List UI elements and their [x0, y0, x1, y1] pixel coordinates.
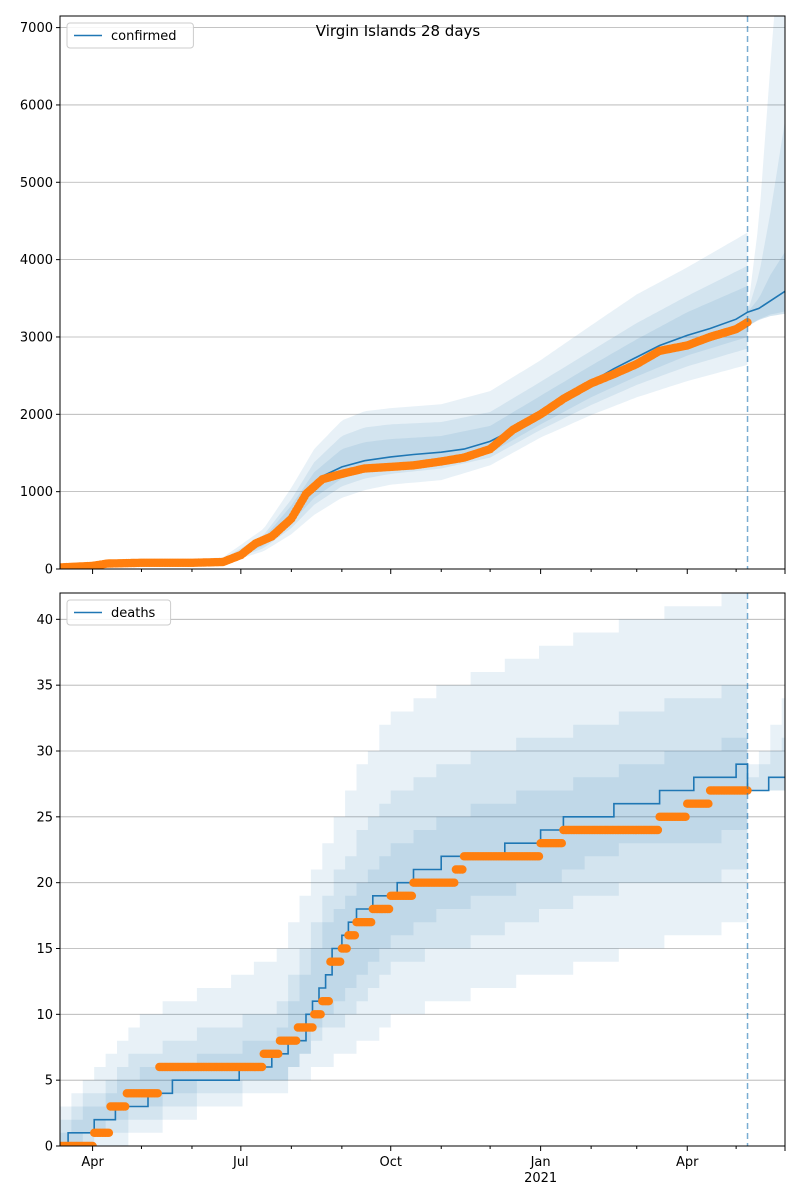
axes-frame — [59, 15, 786, 570]
observed-point — [450, 878, 459, 887]
observed-point — [88, 1141, 97, 1146]
observed-point — [324, 997, 333, 1006]
observed-point — [407, 891, 417, 900]
observed-points — [60, 786, 752, 1146]
y-tick-label: 2000 — [20, 408, 53, 423]
forecast-band — [747, 698, 785, 791]
y-tick-label: 25 — [36, 810, 53, 825]
uncertainty-band — [60, 232, 748, 569]
legend-label: confirmed — [111, 29, 177, 44]
uncertainty-band — [60, 593, 748, 1146]
plot-content — [60, 593, 785, 1146]
observed-point — [274, 1049, 283, 1059]
observed-point — [557, 839, 566, 848]
x-tick-label: Jan — [530, 1155, 551, 1170]
forecast-band — [747, 16, 785, 327]
x-tick-sublabel: 2021 — [524, 1171, 557, 1186]
uncertainty-band — [60, 737, 748, 1146]
observed-point — [367, 918, 376, 927]
observed-point — [534, 852, 544, 861]
y-tick-label: 5000 — [20, 176, 53, 191]
y-tick-label: 5 — [45, 1074, 53, 1089]
observed-point — [104, 1128, 114, 1138]
y-tick-label: 0 — [45, 563, 53, 578]
legend-box — [66, 22, 194, 49]
x-tick-label: Oct — [379, 1155, 401, 1170]
observed-point — [316, 1010, 325, 1019]
x-tick-label: Jul — [232, 1155, 249, 1170]
confirmed-panel: 0 1000 2000 3000 4000 5000 6000 7000 confirmed Vi… — [20, 15, 786, 578]
observed-point — [458, 865, 467, 874]
y-tick-label: 0 — [45, 1140, 53, 1155]
legend-label: deaths — [111, 606, 156, 621]
observed-point — [336, 957, 345, 966]
plot-area — [60, 16, 785, 569]
observed-point — [153, 1089, 162, 1098]
observed-point — [653, 825, 663, 835]
legend: deaths — [66, 599, 172, 626]
observed-point — [292, 1036, 301, 1045]
y-tick-label: 30 — [36, 745, 53, 760]
x-tick-label: Apr — [676, 1155, 699, 1170]
y-tick-label: 4000 — [20, 253, 53, 268]
y-tick-label: 10 — [36, 1008, 53, 1023]
observed-point — [681, 812, 690, 821]
y-tick-label: 40 — [36, 613, 53, 628]
plot-content — [60, 16, 785, 569]
forecast-band — [747, 251, 785, 327]
chart-title: Virgin Islands 28 days — [316, 22, 481, 40]
observed-point — [350, 931, 360, 940]
y-tick-label: 6000 — [20, 98, 53, 113]
axes-frame — [59, 592, 786, 1147]
y-tick-label: 7000 — [20, 21, 53, 36]
model-line — [60, 763, 785, 1146]
x-tick-label: Apr — [81, 1155, 104, 1170]
observed-point — [308, 1023, 317, 1032]
uncertainty-band — [60, 685, 748, 1146]
forecast-band — [747, 120, 785, 327]
legend-box — [66, 599, 172, 626]
y-tick-label: 15 — [36, 942, 53, 957]
observed-point — [704, 799, 713, 808]
y-tick-label: 1000 — [20, 485, 53, 500]
y-tick-label: 3000 — [20, 330, 53, 345]
observed-point — [384, 904, 394, 914]
observed-points — [60, 318, 752, 569]
observed-point — [257, 1062, 267, 1072]
observed-point — [342, 944, 351, 953]
legend: confirmed — [66, 22, 194, 49]
y-tick-label: 20 — [36, 876, 53, 891]
y-tick-label: 35 — [36, 679, 53, 694]
observed-point — [743, 318, 752, 327]
observed-point — [743, 786, 752, 795]
observed-point — [121, 1102, 130, 1111]
